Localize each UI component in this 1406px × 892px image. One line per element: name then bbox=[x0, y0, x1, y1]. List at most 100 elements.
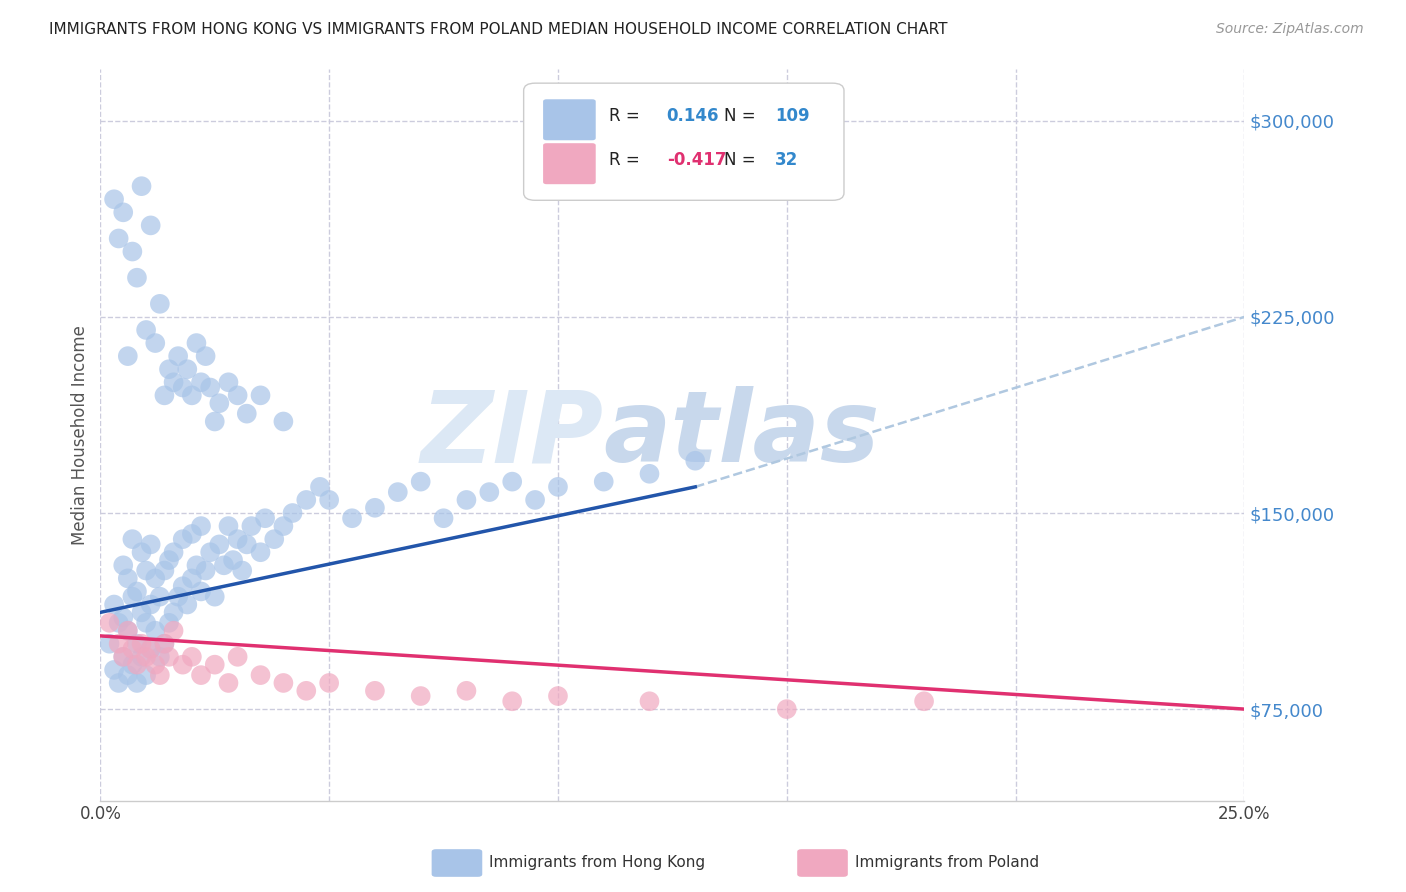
Point bbox=[167, 349, 190, 363]
Point bbox=[318, 676, 340, 690]
Point bbox=[121, 590, 143, 604]
Point bbox=[167, 590, 190, 604]
Point bbox=[547, 689, 569, 703]
Point bbox=[190, 519, 212, 533]
Point bbox=[107, 637, 129, 651]
Point bbox=[103, 663, 125, 677]
Point bbox=[249, 545, 271, 559]
Point bbox=[135, 564, 157, 578]
Point bbox=[153, 388, 176, 402]
Point bbox=[125, 584, 148, 599]
Point bbox=[135, 615, 157, 630]
Point bbox=[112, 649, 135, 664]
Point bbox=[226, 649, 249, 664]
Point bbox=[190, 376, 212, 390]
Point bbox=[524, 492, 547, 507]
Point bbox=[103, 192, 125, 206]
Point bbox=[121, 532, 143, 546]
Point bbox=[364, 500, 387, 515]
Text: atlas: atlas bbox=[603, 386, 880, 483]
Point bbox=[139, 537, 162, 551]
Text: N =: N = bbox=[724, 151, 755, 169]
Point bbox=[226, 388, 249, 402]
Point bbox=[172, 657, 194, 672]
Point bbox=[236, 407, 259, 421]
Point bbox=[194, 564, 217, 578]
Point bbox=[387, 485, 409, 500]
Point bbox=[125, 657, 148, 672]
Text: -0.417: -0.417 bbox=[666, 151, 725, 169]
Point bbox=[273, 676, 295, 690]
Point bbox=[309, 480, 332, 494]
Point bbox=[103, 598, 125, 612]
Text: Immigrants from Hong Kong: Immigrants from Hong Kong bbox=[489, 855, 706, 870]
Point bbox=[172, 579, 194, 593]
Point bbox=[501, 694, 523, 708]
Text: IMMIGRANTS FROM HONG KONG VS IMMIGRANTS FROM POLAND MEDIAN HOUSEHOLD INCOME CORR: IMMIGRANTS FROM HONG KONG VS IMMIGRANTS … bbox=[49, 22, 948, 37]
Point bbox=[240, 519, 263, 533]
Point bbox=[153, 637, 176, 651]
Point bbox=[131, 179, 153, 194]
Point bbox=[131, 606, 153, 620]
Point bbox=[273, 415, 295, 429]
Point bbox=[112, 558, 135, 573]
Point bbox=[112, 205, 135, 219]
Point bbox=[340, 511, 363, 525]
Point bbox=[149, 668, 172, 682]
Point bbox=[107, 231, 129, 245]
Point bbox=[638, 694, 661, 708]
Point bbox=[176, 362, 198, 376]
Point bbox=[139, 219, 162, 233]
FancyBboxPatch shape bbox=[523, 83, 844, 201]
Point bbox=[98, 615, 121, 630]
Point bbox=[157, 362, 180, 376]
Point bbox=[190, 584, 212, 599]
Point bbox=[131, 637, 153, 651]
Point bbox=[226, 532, 249, 546]
Point bbox=[501, 475, 523, 489]
Point bbox=[180, 571, 202, 585]
Point bbox=[117, 668, 139, 682]
Point bbox=[107, 615, 129, 630]
Point bbox=[254, 511, 277, 525]
Point bbox=[547, 480, 569, 494]
Point bbox=[135, 649, 157, 664]
Point bbox=[143, 571, 166, 585]
Point bbox=[263, 532, 285, 546]
Point bbox=[432, 511, 454, 525]
Text: R =: R = bbox=[609, 107, 640, 125]
Point bbox=[186, 558, 208, 573]
Point bbox=[295, 492, 318, 507]
Point bbox=[162, 624, 184, 638]
Point bbox=[157, 615, 180, 630]
FancyBboxPatch shape bbox=[543, 144, 596, 184]
Point bbox=[139, 642, 162, 657]
Point bbox=[172, 380, 194, 394]
Point bbox=[236, 537, 259, 551]
Point bbox=[121, 657, 143, 672]
Point bbox=[125, 637, 148, 651]
Point bbox=[208, 537, 231, 551]
Point bbox=[273, 519, 295, 533]
Point bbox=[222, 553, 245, 567]
Y-axis label: Median Household Income: Median Household Income bbox=[72, 325, 89, 544]
Point bbox=[153, 637, 176, 651]
Point bbox=[176, 598, 198, 612]
Point bbox=[231, 564, 253, 578]
Point bbox=[149, 590, 172, 604]
Point bbox=[204, 657, 226, 672]
Point bbox=[212, 558, 235, 573]
Point bbox=[180, 527, 202, 541]
Point bbox=[912, 694, 935, 708]
Point bbox=[121, 642, 143, 657]
Point bbox=[638, 467, 661, 481]
Point bbox=[107, 676, 129, 690]
Point bbox=[281, 506, 304, 520]
Point bbox=[139, 598, 162, 612]
Point bbox=[112, 610, 135, 624]
Point bbox=[121, 244, 143, 259]
Point bbox=[249, 388, 271, 402]
Point bbox=[180, 388, 202, 402]
Point bbox=[186, 336, 208, 351]
Point bbox=[157, 649, 180, 664]
